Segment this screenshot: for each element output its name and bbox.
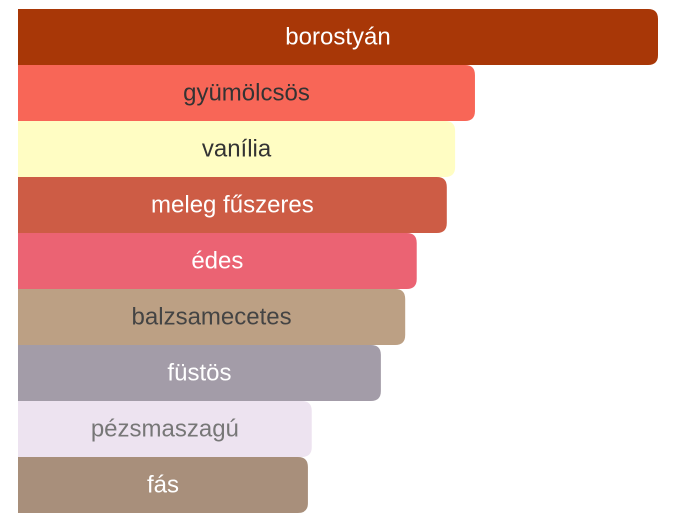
bar — [18, 457, 308, 513]
bar — [18, 289, 406, 345]
bar-label: borostyán — [285, 23, 390, 50]
bar — [18, 401, 312, 457]
bar — [18, 345, 381, 401]
bar-label: vanília — [202, 135, 272, 162]
bar — [18, 9, 658, 65]
bar-label: édes — [191, 247, 243, 274]
bar — [18, 177, 447, 233]
bar-label: füstös — [167, 359, 231, 386]
bar — [18, 233, 417, 289]
bar — [18, 121, 456, 177]
bar-label: meleg fűszeres — [151, 191, 314, 218]
bar-label: fás — [147, 471, 179, 498]
bar-label: balzsamecetes — [132, 303, 292, 330]
bar-label: gyümölcsös — [183, 79, 310, 106]
bar — [18, 65, 475, 121]
bar-label: pézsmaszagú — [91, 415, 239, 442]
